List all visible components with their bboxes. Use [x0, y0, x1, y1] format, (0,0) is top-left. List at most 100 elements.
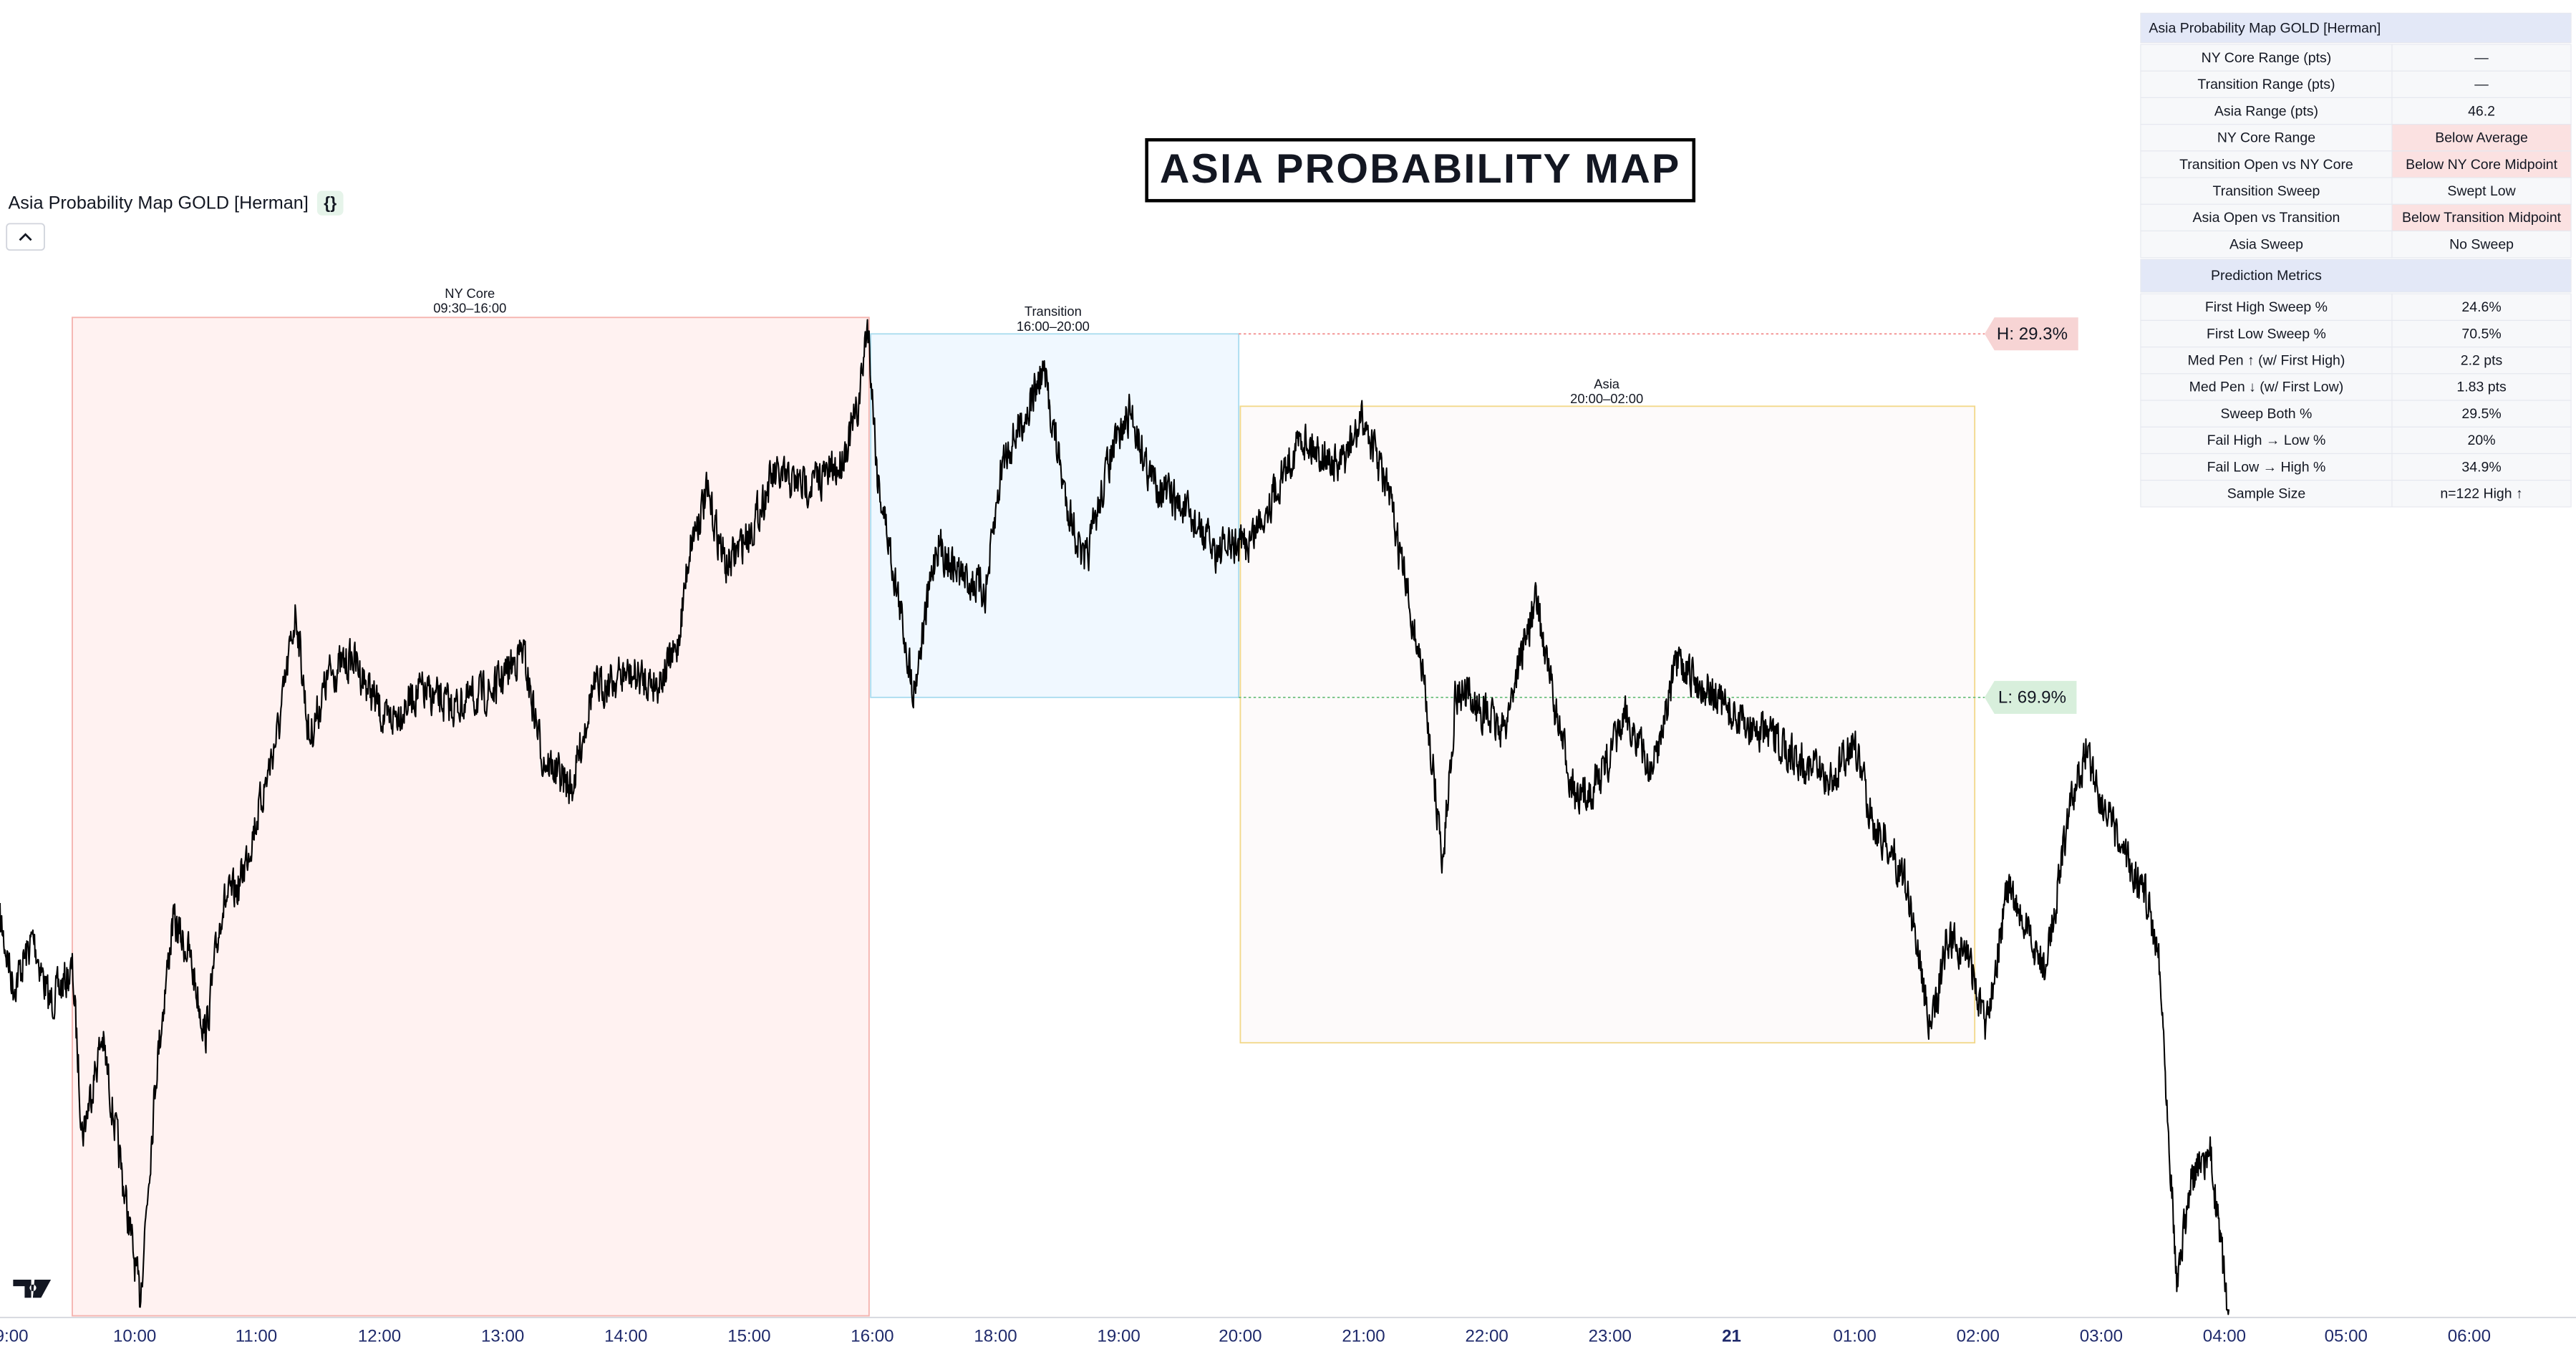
- row-label: Fail Low → High %: [2207, 459, 2326, 475]
- price-series: [0, 319, 2230, 1315]
- row-value: Swept Low: [2447, 183, 2516, 199]
- x-tick-label: 22:00: [1466, 1327, 1509, 1346]
- collapse-icon: [19, 233, 32, 241]
- row-label: Transition Range (pts): [2197, 77, 2335, 92]
- collapse-button[interactable]: [6, 223, 45, 251]
- session-name: Asia: [1594, 376, 1619, 391]
- table-cell-bg: [2140, 70, 2393, 99]
- row-label: Med Pen ↓ (w/ First Low): [2189, 380, 2344, 395]
- x-tick-label: 23:00: [1589, 1327, 1632, 1346]
- row-value: 29.5%: [2461, 406, 2501, 422]
- x-tick-label: 13:00: [481, 1327, 524, 1346]
- table-cell-bg: [2391, 203, 2572, 232]
- x-tick-label: 21: [1722, 1327, 1741, 1346]
- asia-box: [1239, 405, 1976, 1044]
- session-time: 16:00–20:00: [1017, 319, 1090, 334]
- x-tick-label: 19:00: [1098, 1327, 1141, 1346]
- stats-table: Asia Probability Map GOLD [Herman] NY Cor…: [2140, 12, 2572, 508]
- row-label: Fail High → Low %: [2207, 433, 2326, 448]
- row-label: Asia Sweep: [2229, 236, 2303, 252]
- table-cell-bg: [2391, 230, 2572, 259]
- x-tick-label: 05:00: [2325, 1327, 2368, 1346]
- row-value: Below Average: [2435, 130, 2528, 146]
- row-label: Med Pen ↑ (w/ First High): [2188, 353, 2345, 369]
- table-cell-bg: [2140, 347, 2393, 375]
- table-cell-bg: [2140, 203, 2393, 232]
- row-value: 1.83 pts: [2456, 380, 2507, 395]
- row-value: —: [2474, 50, 2489, 66]
- table-cell-bg: [2391, 150, 2572, 178]
- table-cell-bg: [2391, 70, 2572, 99]
- row-label: First Low Sweep %: [2207, 326, 2326, 342]
- table-cell-bg: [2391, 453, 2572, 481]
- row-value: —: [2474, 77, 2489, 92]
- high-level-tag: [1984, 317, 2078, 351]
- session-time: 20:00–02:00: [1570, 391, 1643, 406]
- x-axis: 9:00 10:00 11:00 12:00 13:00 14:00 15:00 16:00 1…: [0, 1327, 2491, 1346]
- section-header: Prediction Metrics: [2211, 268, 2322, 284]
- table-cell-bg: [2140, 293, 2393, 321]
- title-box: [1145, 137, 1696, 203]
- x-tick-label: 06:00: [2448, 1327, 2491, 1346]
- x-tick-label: 16:00: [851, 1327, 894, 1346]
- low-level-label: L: 69.9%: [1998, 687, 2066, 707]
- x-tick-label: 03:00: [2080, 1327, 2123, 1346]
- table-cell-bg: [2391, 97, 2572, 125]
- row-value: 20%: [2468, 433, 2496, 448]
- table-cell-bg: [2391, 347, 2572, 375]
- row-label: Transition Open vs NY Core: [2179, 157, 2353, 173]
- row-label: Sample Size: [2227, 486, 2305, 502]
- row-label: NY Core Range: [2217, 130, 2315, 146]
- indicator-name: Asia Probability Map GOLD [Herman]: [8, 193, 308, 213]
- tv-logo: [13, 1279, 52, 1298]
- table-cell-bg: [2391, 124, 2572, 152]
- transition-box: [870, 333, 1240, 698]
- x-tick-label: 02:00: [1957, 1327, 2000, 1346]
- x-tick-label: 9:00: [0, 1327, 29, 1346]
- row-value: 2.2 pts: [2461, 353, 2503, 369]
- table-cell-bg: [2140, 150, 2393, 178]
- x-tick-label: 14:00: [604, 1327, 647, 1346]
- source-icon[interactable]: [316, 190, 344, 216]
- row-value: 70.5%: [2461, 326, 2501, 342]
- table-cell-bg: [2140, 97, 2393, 125]
- row-label: Asia Range (pts): [2214, 103, 2318, 119]
- table-cell-bg: [2391, 373, 2572, 401]
- row-value: n=122 High ↑: [2440, 486, 2522, 502]
- row-label: Asia Open vs Transition: [2193, 210, 2340, 226]
- table-cell-bg: [2140, 230, 2393, 259]
- table-cell-bg: [2391, 293, 2572, 321]
- row-value: Below NY Core Midpoint: [2406, 157, 2558, 173]
- source-icon-glyph: {}: [324, 193, 336, 212]
- row-label: Sweep Both %: [2221, 406, 2313, 422]
- ny-core-box: [72, 317, 870, 1317]
- session-name: NY Core: [445, 286, 495, 301]
- price-line: [0, 319, 2230, 1315]
- row-label: Transition Sweep: [2213, 183, 2320, 199]
- x-tick-label: 01:00: [1834, 1327, 1877, 1346]
- table-cell-bg: [2140, 44, 2393, 72]
- x-tick-label: 10:00: [113, 1327, 156, 1346]
- table-cell-bg: [2140, 480, 2393, 508]
- title: ASIA PROBABILITY MAP: [1160, 146, 1681, 192]
- session-name: Transition: [1025, 304, 1082, 319]
- row-value: 24.6%: [2461, 299, 2501, 315]
- table-cell-bg: [2391, 400, 2572, 428]
- table-cell-bg: [2140, 373, 2393, 401]
- table-cell-bg: [2391, 480, 2572, 508]
- row-value: 34.9%: [2461, 459, 2501, 475]
- table-cell-bg: [2140, 400, 2393, 428]
- high-level-label: H: 29.3%: [1997, 324, 2068, 344]
- table-header-bg: [2140, 12, 2572, 44]
- row-value: 46.2: [2468, 103, 2495, 119]
- row-label: First High Sweep %: [2205, 299, 2328, 315]
- table-cell-bg: [2140, 177, 2393, 205]
- table-cell-bg: [2391, 177, 2572, 205]
- table-cell-bg: [2391, 319, 2572, 348]
- x-tick-label: 18:00: [974, 1327, 1017, 1346]
- table-cell-bg: [2391, 44, 2572, 72]
- row-label: NY Core Range (pts): [2202, 50, 2332, 66]
- table-header: Asia Probability Map GOLD [Herman]: [2149, 20, 2381, 36]
